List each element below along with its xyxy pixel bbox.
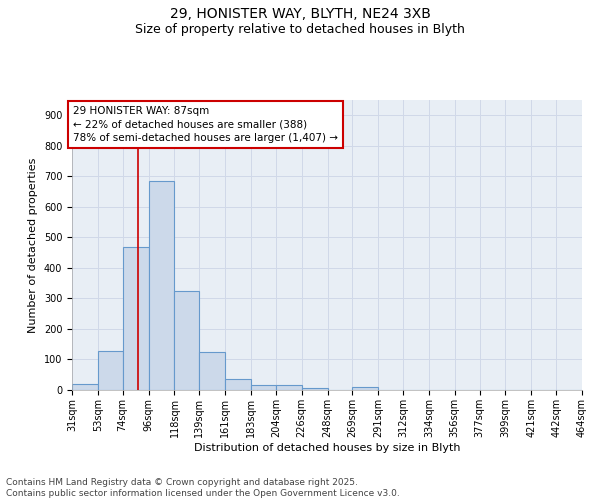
Bar (149, 181, 175, 390)
Text: Size of property relative to detached houses in Blyth: Size of property relative to detached ho… (135, 22, 465, 36)
Bar (352, 387, 378, 390)
Bar (199, 352, 225, 390)
Text: 29 HONISTER WAY: 87sqm
← 22% of detached houses are smaller (388)
78% of semi-de: 29 HONISTER WAY: 87sqm ← 22% of detached… (73, 106, 338, 142)
Bar (72, 384, 98, 390)
Bar (302, 388, 328, 390)
Bar (225, 380, 251, 390)
Text: Contains HM Land Registry data © Crown copyright and database right 2025.
Contai: Contains HM Land Registry data © Crown c… (6, 478, 400, 498)
Bar (251, 384, 276, 390)
Text: 29, HONISTER WAY, BLYTH, NE24 3XB: 29, HONISTER WAY, BLYTH, NE24 3XB (170, 8, 430, 22)
Bar (276, 386, 302, 390)
Bar (98, 351, 122, 390)
Bar (122, 246, 149, 390)
Bar (175, 292, 199, 390)
Y-axis label: Number of detached properties: Number of detached properties (28, 158, 38, 332)
X-axis label: Distribution of detached houses by size in Blyth: Distribution of detached houses by size … (194, 442, 460, 452)
